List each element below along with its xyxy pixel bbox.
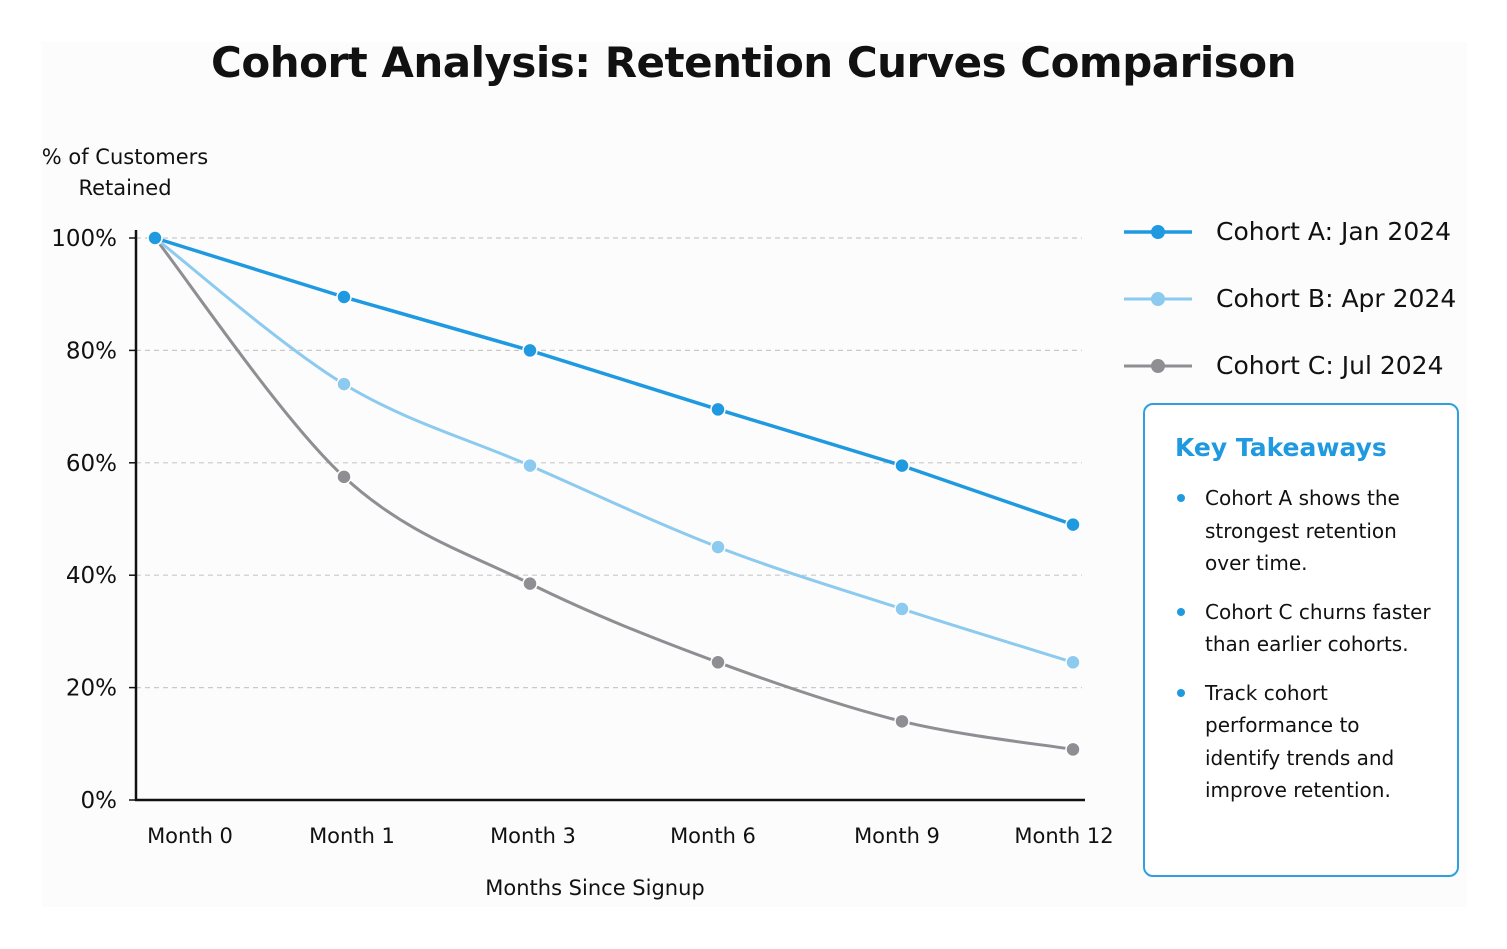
y-tick-label: 0%: [81, 788, 118, 814]
data-point-cohort-a: [1065, 516, 1081, 533]
legend-swatch-marker: [1151, 291, 1165, 306]
data-point-cohort-b: [1065, 654, 1081, 671]
y-tick-label: 100%: [51, 226, 117, 252]
x-tick-labels: Month 0 Month 1 Month 3 Month 6 Month 9 Month…: [147, 824, 1114, 848]
data-point-cohort-b: [336, 376, 352, 392]
y-axis-label-line-2: Retained: [78, 176, 172, 200]
key-takeaways-title: Key Takeaways: [1175, 433, 1387, 462]
data-point-cohort-a: [522, 342, 538, 359]
legend-label-cohort-b: Cohort B: Apr 2024: [1216, 284, 1457, 313]
legend-swatch-cohort-c: [1124, 358, 1192, 373]
takeaway-item: Track cohort performance to identify tre…: [1175, 677, 1437, 807]
y-tick-labels: 0% 20% 40% 60% 80% 100%: [51, 226, 136, 814]
data-point-cohort-b: [894, 601, 910, 617]
legend-item-cohort-c: Cohort C: Jul 2024: [1122, 332, 1482, 399]
data-point-cohort-c: [1065, 741, 1081, 758]
legend-label-cohort-a: Cohort A: Jan 2024: [1216, 217, 1452, 246]
x-tick-label: Month 1: [309, 824, 395, 848]
x-tick-label: Month 9: [854, 824, 940, 848]
key-takeaways-list: Cohort A shows the strongest retention o…: [1175, 482, 1437, 807]
data-point-cohort-a: [710, 401, 726, 418]
y-axis-label: % of Customers Retained: [30, 142, 220, 204]
legend-swatch-marker: [1151, 358, 1165, 373]
data-point-cohort-c: [894, 713, 910, 730]
key-takeaways-box: Key Takeaways Cohort A shows the stronge…: [1143, 403, 1459, 877]
takeaway-item: Cohort C churns faster than earlier coho…: [1175, 596, 1437, 661]
legend-swatch-marker: [1151, 224, 1165, 239]
takeaway-item: Cohort A shows the strongest retention o…: [1175, 482, 1437, 580]
chart-title: Cohort Analysis: Retention Curves Compar…: [211, 38, 1296, 87]
series-line-cohort-a: [153, 236, 1075, 527]
data-point-cohort-c: [522, 575, 538, 592]
bullet-icon: [1177, 688, 1185, 697]
legend: Cohort A: Jan 2024 Cohort B: Apr 2024 Co…: [1122, 198, 1482, 399]
takeaway-text: Cohort A shows the strongest retention o…: [1205, 486, 1400, 575]
bullet-icon: [1177, 607, 1185, 616]
series-lines: [153, 236, 1075, 751]
x-tick-label: Month 3: [490, 824, 576, 848]
x-tick-label: Month 12: [1014, 824, 1113, 848]
y-tick-label: 40%: [66, 563, 117, 589]
y-tick-label: 60%: [66, 451, 117, 477]
y-tick-label: 80%: [66, 338, 117, 364]
legend-item-cohort-b: Cohort B: Apr 2024: [1122, 265, 1482, 332]
data-point-cohort-a: [336, 289, 352, 305]
data-point-cohort-a: [894, 457, 910, 474]
grid-lines: [136, 237, 1082, 689]
bullet-icon: [1177, 494, 1185, 502]
legend-label-cohort-c: Cohort C: Jul 2024: [1216, 351, 1444, 380]
data-point-cohort-a: [147, 230, 163, 246]
x-axis-label: Months Since Signup: [485, 876, 705, 900]
takeaway-text: Cohort C churns faster than earlier coho…: [1205, 599, 1431, 657]
legend-swatch-cohort-b: [1124, 291, 1192, 306]
x-tick-label: Month 6: [670, 824, 756, 848]
data-point-cohort-b: [710, 539, 726, 555]
series-line-cohort-b: [153, 236, 1075, 664]
x-tick-label: Month 0: [147, 824, 233, 848]
legend-swatch-cohort-a: [1124, 224, 1192, 239]
y-tick-label: 20%: [66, 676, 117, 702]
takeaway-text: Track cohort performance to identify tre…: [1205, 680, 1395, 803]
series-line-cohort-c: [153, 236, 1075, 751]
series-points: [147, 230, 1081, 758]
data-point-cohort-c: [336, 469, 352, 485]
data-point-cohort-c: [710, 654, 726, 671]
y-axis-label-line-1: % of Customers: [41, 145, 209, 169]
axes: [134, 230, 1085, 802]
data-point-cohort-b: [522, 457, 538, 474]
legend-item-cohort-a: Cohort A: Jan 2024: [1122, 198, 1482, 265]
